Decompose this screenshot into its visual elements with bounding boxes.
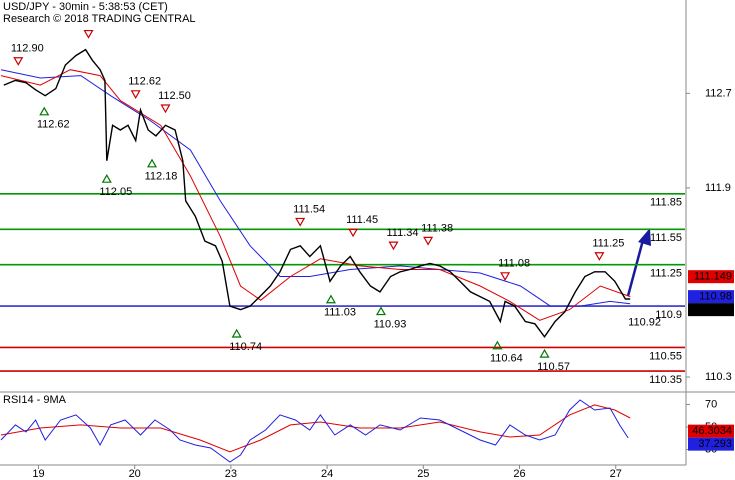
x-tick-label: 23 (225, 468, 237, 480)
trough-marker (539, 348, 550, 358)
trough-label: 110.74 (229, 341, 262, 353)
trough-label: 112.05 (99, 186, 132, 198)
peak-marker (295, 217, 306, 227)
y-tick-label: 70 (705, 398, 717, 410)
rsi-title: RSI14 - 9MA (3, 394, 67, 406)
trough-label: 110.93 (374, 318, 407, 330)
peak-marker (13, 57, 24, 66)
x-tick-label: 24 (321, 468, 333, 480)
peak-marker (160, 104, 171, 114)
x-tick-label: 19 (32, 468, 44, 480)
peak-marker (348, 228, 359, 238)
trough-label: 110.57 (537, 361, 570, 373)
peak-marker (594, 252, 605, 261)
y-tick-label: 111.9 (705, 182, 731, 194)
series-line (0, 69, 631, 321)
peak-label: 111.34 (386, 227, 418, 239)
peak-marker (423, 236, 434, 246)
series-line (3, 48, 631, 339)
trough-marker (39, 106, 50, 116)
trough-marker (146, 158, 158, 168)
trough-marker (325, 294, 336, 304)
level-label: 111.25 (650, 268, 682, 280)
level-label: 111.85 (650, 197, 682, 209)
price-tag (688, 424, 734, 438)
peak-label: 111.45 (346, 214, 378, 226)
y-tick-label: 112.7 (705, 87, 732, 99)
x-tick-label: 27 (610, 468, 622, 480)
forecast-arrow-head (638, 228, 651, 246)
level-label: 111.55 (650, 232, 682, 244)
trough-label: 112.62 (37, 119, 70, 131)
peak-label: 111.38 (421, 222, 453, 234)
header-bg (0, 0, 190, 26)
level-label: 110.35 (649, 374, 682, 386)
annotation-label: 110.92 (628, 317, 661, 329)
price-tag-label: 110.959 (693, 304, 732, 316)
price-tag-label: 37.293 (698, 438, 732, 450)
peak-marker (83, 29, 94, 39)
price-tag (688, 290, 734, 304)
x-tick-label: 20 (129, 468, 141, 480)
level-label: 110.55 (649, 350, 682, 362)
trough-marker (375, 306, 387, 316)
chart-title: USD/JPY - 30min - 5:38:53 (CET) (3, 1, 168, 13)
level-label: 110.9 (655, 309, 682, 321)
peak-marker (500, 272, 511, 282)
trough-label: 111.03 (324, 307, 356, 319)
peak-label: 111.54 (293, 203, 325, 215)
peak-marker (130, 90, 141, 100)
series-line (0, 69, 631, 307)
trough-label: 112.18 (145, 171, 178, 183)
x-tick-label: 26 (513, 468, 525, 480)
y-tick-label: 110.3 (705, 371, 732, 383)
price-tag (688, 270, 734, 284)
x-tick-label: 25 (417, 468, 429, 480)
trough-label: 110.64 (490, 353, 523, 365)
price-tag (688, 437, 734, 451)
trough-marker (231, 328, 242, 338)
price-tag-label: 46.3034 (692, 425, 732, 437)
peak-label: 112.50 (158, 90, 191, 102)
price-tag-label: 110.98 (699, 291, 732, 303)
chart-subtitle: Research © 2018 TRADING CENTRAL (3, 13, 196, 25)
price-tag (688, 303, 734, 317)
peak-label: 111.08 (498, 258, 530, 270)
peak-label: 111.25 (592, 238, 624, 250)
peak-label: 112.90 (11, 43, 44, 55)
peak-label: 112.62 (128, 76, 161, 88)
price-tag-label: 111.149 (694, 271, 732, 283)
forecast-arrow (626, 239, 645, 297)
peak-marker (388, 241, 399, 251)
series-line (0, 399, 629, 463)
trough-marker (101, 173, 112, 183)
trough-marker (492, 340, 503, 350)
